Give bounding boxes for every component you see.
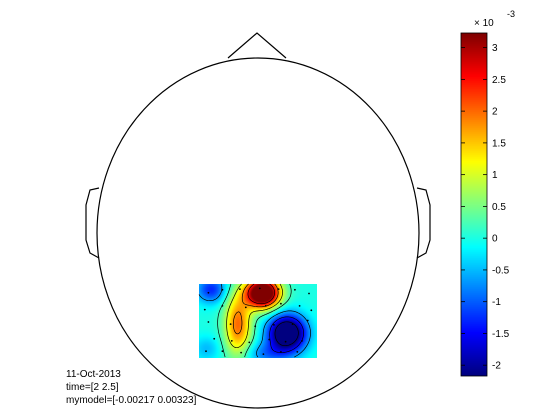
info-date: 11-Oct-2013: [66, 369, 121, 380]
electrode-marker: [205, 350, 207, 353]
colorbar-tick-label: 3: [492, 43, 498, 54]
electrode-marker: [301, 340, 303, 342]
electrode-marker: [264, 305, 267, 307]
colorbar-tick-label: 2.5: [492, 75, 506, 86]
electrode-marker: [207, 291, 210, 294]
nose: [227, 32, 287, 59]
electrode-marker: [207, 321, 210, 323]
contour-line: [269, 316, 304, 353]
electrode-marker: [280, 302, 282, 305]
electrode-marker: [284, 340, 287, 343]
electrode-marker: [294, 288, 296, 291]
colorbar-tick-label: 1: [492, 170, 498, 181]
electrode-marker: [298, 305, 301, 307]
colorbar: 3 2.5 2 1.5 1 0.5 0 -0.5 -1 -1.5 -2 × 10 -3: [460, 9, 515, 377]
electrode-marker: [221, 305, 224, 307]
contour-line: [226, 283, 283, 349]
electrode-marker: [291, 323, 294, 325]
topo-contours: [198, 283, 311, 358]
electrode-marker: [221, 350, 224, 353]
electrode-marker: [258, 287, 261, 290]
colorbar-tick-label: 0.5: [492, 202, 506, 213]
right-ear: [416, 187, 431, 259]
electrode-marker: [273, 324, 275, 326]
topo-heatmap: [199, 284, 317, 358]
info-model: mymodel=[-0.00217 0.00323]: [66, 395, 197, 406]
electrode-marker: [277, 288, 280, 290]
colorbar-tick-label: -2: [492, 361, 501, 372]
electrode-marker: [296, 351, 299, 353]
contour-line: [247, 283, 275, 305]
electrode-marker: [229, 323, 232, 325]
colorbar-tick-label: 0: [492, 234, 498, 245]
electrode-marker: [203, 308, 206, 311]
electrode-marker: [280, 351, 282, 353]
electrode-marker: [221, 288, 224, 291]
electrode-marker: [239, 288, 241, 290]
left-ear: [85, 187, 100, 259]
topo-map: [198, 283, 317, 358]
contour-line: [217, 283, 292, 358]
contour-line: [274, 321, 299, 347]
electrode-marker: [262, 353, 265, 355]
colorbar-tick-label: -1: [492, 297, 501, 308]
electrode-marker: [268, 338, 271, 341]
colorbar-gradient: [461, 33, 487, 376]
colorbar-frame: [460, 32, 488, 377]
colorbar-exponent-base: × 10: [474, 18, 494, 29]
electrode-marker: [254, 325, 257, 328]
info-time: time=[2 2.5]: [66, 382, 119, 393]
electrode-marker: [213, 337, 216, 340]
electrode-marker: [310, 309, 313, 312]
electrode-marker: [306, 319, 309, 322]
contour-line: [232, 283, 279, 335]
colorbar-ticks: 3 2.5 2 1.5 1 0.5 0 -0.5 -1 -1.5 -2: [461, 43, 510, 372]
electrode-markers: [203, 287, 313, 355]
electrode-marker: [230, 340, 233, 342]
head-circle: [96, 57, 420, 409]
head-outline: [85, 32, 431, 409]
colorbar-exponent-power: -3: [507, 9, 515, 19]
colorbar-tick-label: -1.5: [492, 329, 510, 340]
colorbar-tick-label: -0.5: [492, 265, 510, 276]
colorbar-tick-label: 2: [492, 107, 498, 118]
electrode-marker: [244, 306, 247, 309]
electrode-marker: [248, 341, 251, 344]
electrode-marker: [308, 292, 310, 295]
electrode-marker: [240, 351, 243, 354]
contour-line: [198, 283, 311, 358]
colorbar-tick-label: 1.5: [492, 138, 506, 149]
